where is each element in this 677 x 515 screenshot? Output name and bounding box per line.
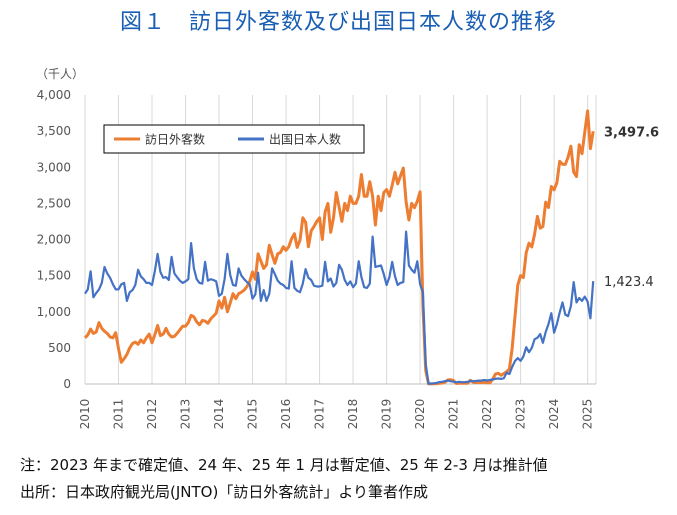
axes: 2010 2011 2012 2013 2014 2015 2016 2017 2018 2019… [36, 67, 596, 429]
x-tick-label: 2010 [78, 399, 92, 430]
series-line-outbound [84, 230, 595, 385]
series-line-visitors [83, 109, 595, 386]
end-label-outbound: 1,423.4 [604, 275, 654, 290]
note-line: 注：2023 年まで確定値、24 年、25 年 1 月は暫定値、25 年 2-3… [20, 456, 548, 474]
legend-label: 出国日本人数 [269, 132, 341, 147]
x-tick-label: 2015 [246, 399, 260, 430]
y-tick-label: 1,500 [37, 269, 71, 283]
x-tick-label: 2016 [279, 399, 293, 430]
legend-label: 訪日外客数 [145, 132, 205, 147]
x-tick-label: 2012 [145, 399, 159, 430]
y-tick-label: 1,000 [37, 305, 71, 319]
x-tick-label: 2023 [514, 399, 528, 430]
notes: 注：2023 年まで確定値、24 年、25 年 1 月は暫定値、25 年 2-3… [20, 452, 548, 506]
x-tick-label: 2011 [112, 399, 126, 430]
y-unit-label: （千人） [36, 67, 84, 81]
x-tick-label: 2013 [179, 399, 193, 430]
series-lines [83, 109, 595, 386]
y-tick-label: 0 [63, 377, 71, 391]
x-tick-label: 2017 [313, 399, 327, 430]
labels: 3,497.6 1,423.4 [604, 125, 659, 290]
y-tick-label: 2,000 [37, 233, 71, 247]
x-tick-label: 2025 [581, 399, 595, 430]
x-tick-label: 2019 [380, 399, 394, 430]
end-label-visitors: 3,497.6 [604, 125, 659, 140]
x-tick-label: 2020 [413, 399, 427, 430]
x-tick-label: 2014 [212, 399, 226, 430]
y-tick-label: 3,000 [37, 160, 71, 174]
y-tick-label: 4,000 [37, 88, 71, 102]
source-line: 出所：日本政府観光局(JNTO)「訪日外客統計」より筆者作成 [20, 483, 429, 501]
line-chart: 2010 2011 2012 2013 2014 2015 2016 2017 2018 2019… [36, 67, 659, 429]
y-tick-label: 3,500 [37, 124, 71, 138]
y-tick-label: 500 [48, 341, 71, 355]
chart-title: 図１ 訪日外客数及び出国日本人数の推移 [119, 10, 557, 35]
x-tick-label: 2018 [346, 399, 360, 430]
x-tick-label: 2021 [447, 399, 461, 430]
x-tick-label: 2022 [480, 399, 494, 430]
legend-box [103, 124, 365, 154]
y-tick-label: 2,500 [37, 196, 71, 210]
legend: 訪日外客数 出国日本人数 [103, 124, 365, 154]
x-tick-label: 2024 [547, 399, 561, 430]
